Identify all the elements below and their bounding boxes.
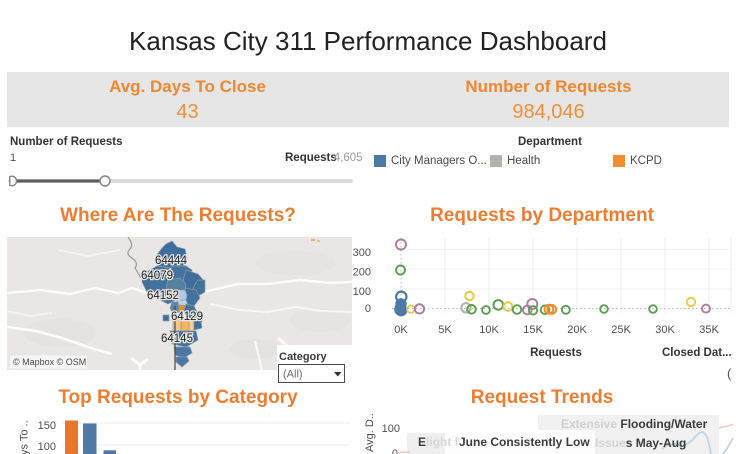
svg-text:200: 200	[353, 267, 371, 279]
svg-text:© Mapbox © OSM: © Mapbox © OSM	[13, 357, 86, 367]
svg-text:0K: 0K	[394, 324, 408, 336]
svg-text:20K: 20K	[567, 324, 587, 336]
svg-text:64152: 64152	[147, 290, 179, 302]
svg-text:150: 150	[38, 420, 56, 432]
svg-text:Category: Category	[279, 351, 328, 363]
svg-text:ys To ..: ys To ..	[19, 420, 31, 454]
svg-text:Elight f: Elight f	[418, 435, 460, 449]
svg-text:64079: 64079	[141, 270, 173, 282]
svg-text:100: 100	[38, 441, 56, 453]
svg-text:Issues May-Aug: Issues May-Aug	[595, 436, 686, 450]
svg-text:(: (	[727, 366, 732, 381]
svg-text:30K: 30K	[655, 324, 675, 336]
svg-text:100: 100	[353, 286, 371, 298]
svg-text:100: 100	[382, 423, 400, 435]
svg-text:0: 0	[392, 448, 398, 454]
svg-text:Avg. D..: Avg. D..	[364, 413, 376, 452]
svg-text:June Consistently Low: June Consistently Low	[459, 435, 590, 449]
svg-text:64145: 64145	[161, 333, 193, 345]
svg-text:35K: 35K	[699, 324, 719, 336]
svg-text:15K: 15K	[523, 324, 543, 336]
svg-text:25K: 25K	[611, 324, 631, 336]
svg-text:5K: 5K	[438, 324, 452, 336]
svg-text:Extensive Flooding/Water: Extensive Flooding/Water	[561, 417, 708, 431]
svg-text:0: 0	[365, 303, 371, 315]
svg-text:64129: 64129	[171, 311, 203, 323]
svg-text:Requests: Requests	[530, 347, 582, 359]
svg-text:Closed Dat...: Closed Dat...	[662, 347, 732, 359]
svg-text:(All): (All)	[283, 369, 303, 381]
svg-text:10K: 10K	[479, 324, 499, 336]
svg-text:300: 300	[353, 247, 371, 259]
svg-text:64444: 64444	[155, 255, 188, 267]
